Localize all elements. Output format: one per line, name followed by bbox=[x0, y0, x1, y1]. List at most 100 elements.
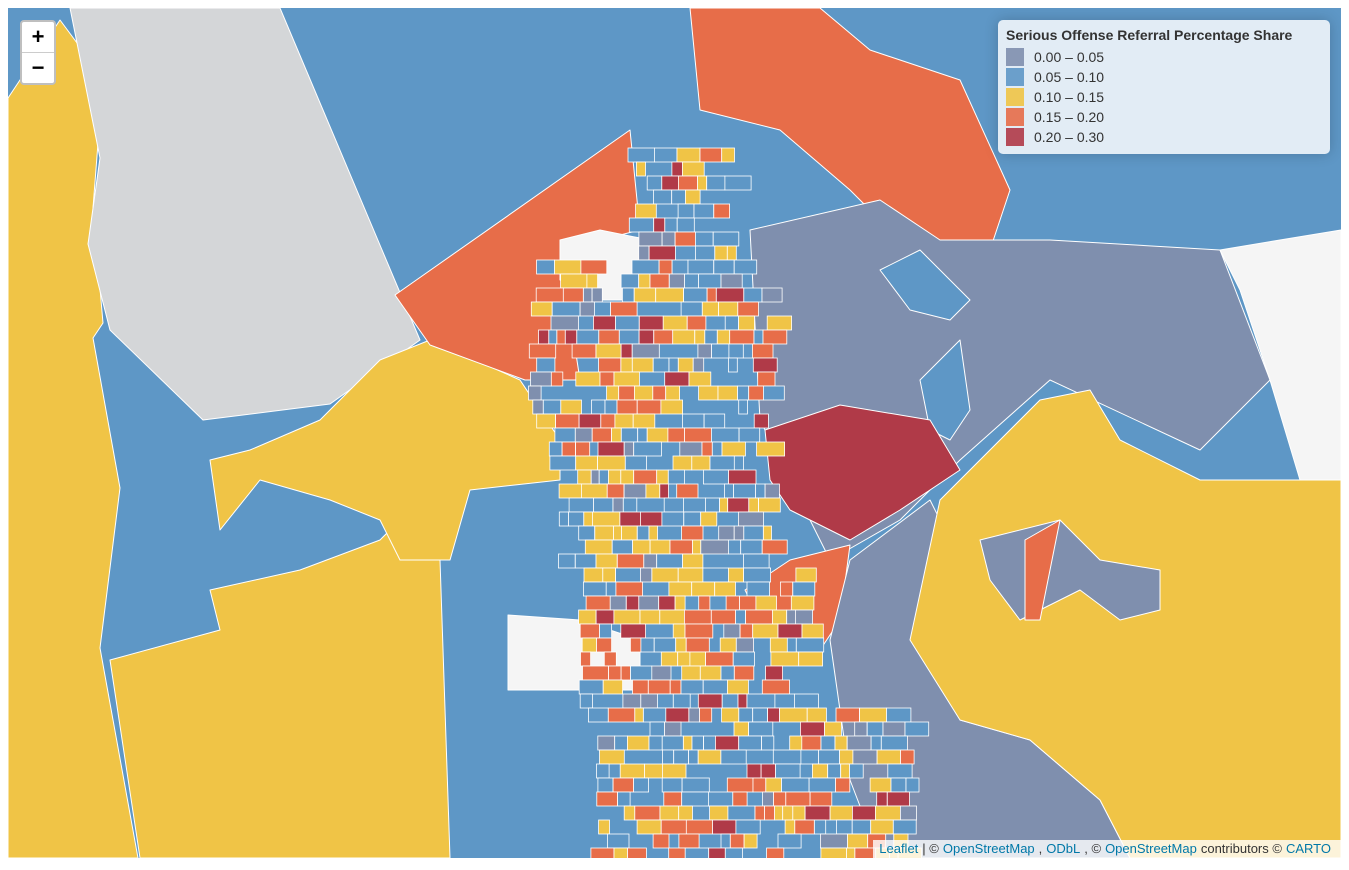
tract bbox=[740, 539, 763, 555]
tract bbox=[703, 469, 729, 485]
zoom-in[interactable]: + bbox=[31, 24, 45, 49]
tract bbox=[617, 791, 631, 807]
tract bbox=[637, 427, 648, 443]
tract bbox=[591, 399, 606, 415]
tract bbox=[548, 441, 563, 457]
tract bbox=[743, 525, 764, 541]
tract bbox=[800, 721, 826, 737]
tract bbox=[767, 707, 780, 723]
tract bbox=[870, 735, 882, 751]
tract bbox=[706, 175, 726, 191]
tract bbox=[608, 469, 622, 485]
tract bbox=[852, 805, 876, 821]
attribution-link[interactable]: OpenStreetMap bbox=[1105, 841, 1197, 856]
tract bbox=[835, 777, 851, 793]
tract bbox=[586, 273, 599, 289]
tract bbox=[645, 483, 661, 499]
tract bbox=[556, 329, 566, 345]
tract bbox=[594, 301, 612, 317]
tract bbox=[613, 609, 641, 625]
attribution-text: , © bbox=[1084, 841, 1102, 856]
tract bbox=[709, 805, 729, 821]
tract bbox=[746, 763, 762, 779]
tract bbox=[735, 609, 746, 625]
tract bbox=[595, 343, 622, 359]
tract bbox=[551, 301, 581, 317]
tract bbox=[581, 637, 597, 653]
tract bbox=[709, 455, 735, 471]
tract bbox=[605, 581, 617, 597]
tract bbox=[715, 735, 740, 751]
tract bbox=[575, 371, 601, 387]
tract bbox=[652, 385, 667, 401]
tract bbox=[869, 777, 892, 793]
tract bbox=[683, 287, 708, 303]
tract bbox=[716, 329, 731, 345]
map[interactable]: + − Serious Offense Referral Percentage … bbox=[8, 8, 1341, 858]
tract bbox=[606, 483, 625, 499]
tract bbox=[905, 777, 920, 793]
tract bbox=[680, 679, 704, 695]
tract bbox=[620, 427, 639, 443]
tract bbox=[663, 497, 684, 513]
tract bbox=[575, 455, 599, 471]
tract bbox=[774, 693, 795, 709]
attribution-link[interactable]: Leaflet bbox=[879, 841, 919, 856]
tract bbox=[683, 511, 702, 527]
tract bbox=[612, 777, 635, 793]
tract bbox=[562, 287, 584, 303]
attribution-link[interactable]: CARTO bbox=[1285, 841, 1331, 856]
tract bbox=[568, 497, 594, 513]
tract bbox=[733, 259, 758, 275]
tract bbox=[673, 749, 690, 765]
tract bbox=[577, 469, 592, 485]
tract bbox=[737, 693, 748, 709]
tract bbox=[761, 287, 783, 303]
tract bbox=[611, 539, 634, 555]
tract bbox=[579, 301, 595, 317]
tract bbox=[652, 357, 670, 373]
tract bbox=[761, 679, 790, 695]
tract bbox=[886, 791, 910, 807]
tract bbox=[733, 483, 756, 499]
tract bbox=[785, 791, 811, 807]
tract bbox=[660, 399, 684, 415]
tract bbox=[681, 791, 709, 807]
tract bbox=[900, 805, 917, 821]
tract bbox=[684, 273, 699, 289]
tract bbox=[536, 357, 556, 373]
tract bbox=[560, 399, 582, 415]
attribution-text: contributors © bbox=[1200, 841, 1282, 856]
legend-label: 0.15 – 0.20 bbox=[1034, 109, 1105, 125]
tract bbox=[578, 525, 596, 541]
tract bbox=[602, 567, 616, 583]
tract bbox=[616, 553, 645, 569]
tract bbox=[721, 693, 739, 709]
tract bbox=[614, 735, 628, 751]
tract bbox=[720, 273, 743, 289]
tract bbox=[742, 343, 753, 359]
zoom-control: + − bbox=[20, 20, 56, 85]
tract bbox=[659, 805, 680, 821]
attribution-link[interactable]: OpenStreetMap bbox=[942, 841, 1035, 856]
tract bbox=[574, 553, 597, 569]
tract bbox=[854, 721, 868, 737]
tract bbox=[665, 707, 690, 723]
tract bbox=[743, 287, 763, 303]
tract bbox=[743, 567, 771, 583]
tract bbox=[735, 637, 754, 653]
tract bbox=[676, 483, 699, 499]
tract bbox=[661, 175, 679, 191]
tract bbox=[686, 315, 707, 331]
tract bbox=[840, 763, 851, 779]
tract bbox=[638, 245, 650, 261]
tract bbox=[904, 721, 930, 737]
tract bbox=[558, 553, 576, 569]
tract bbox=[648, 525, 658, 541]
attribution-link[interactable]: ODbL bbox=[1046, 841, 1081, 856]
tract bbox=[728, 469, 757, 485]
tract bbox=[549, 455, 577, 471]
tract bbox=[766, 847, 785, 858]
zoom-out[interactable]: − bbox=[22, 52, 54, 83]
